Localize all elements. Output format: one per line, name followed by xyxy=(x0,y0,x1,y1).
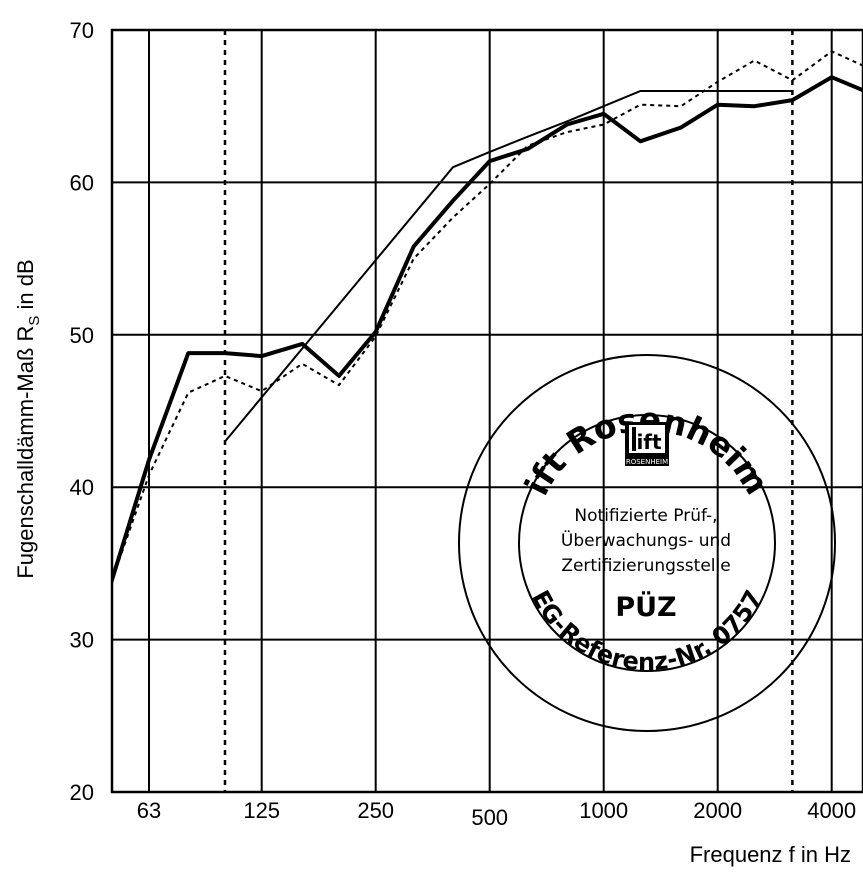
stamp-outer-ring xyxy=(458,354,836,732)
certification-stamp: ift Rosenheim EG-Referenz-Nr. 0757 ift R… xyxy=(458,354,836,732)
y-axis-label-main: Fugenschalldämm-Maß R xyxy=(13,326,38,579)
x-tick-label: 500 xyxy=(471,805,508,830)
y-axis-ticks: 20 30 40 50 60 70 xyxy=(70,18,94,805)
stamp-line-3: Zertifizierungsstelle xyxy=(561,556,730,576)
grid-lines xyxy=(112,30,863,792)
y-tick-label: 50 xyxy=(70,323,94,348)
ift-logo-subtext: ROSENHEIM xyxy=(626,458,668,466)
ift-logo: ift ROSENHEIM xyxy=(625,422,669,466)
x-tick-label: 63 xyxy=(137,798,161,823)
x-tick-label: 1000 xyxy=(579,798,628,823)
series-line-thin xyxy=(224,90,793,443)
series-line-bold xyxy=(112,75,863,584)
y-tick-label: 40 xyxy=(70,475,94,500)
y-tick-label: 30 xyxy=(70,628,94,653)
x-tick-label: 2000 xyxy=(693,798,742,823)
data-series xyxy=(112,50,863,584)
x-tick-label: 125 xyxy=(243,798,280,823)
x-axis-label: Frequenz f in Hz xyxy=(690,842,851,867)
x-axis-ticks: 63 125 250 500 1000 2000 4000 xyxy=(137,798,856,830)
stamp-line-1: Notifizierte Prüf-, xyxy=(574,506,717,526)
plot-frame xyxy=(110,28,863,794)
y-tick-label: 60 xyxy=(70,170,94,195)
stamp-line-2: Überwachungs- und xyxy=(561,529,731,551)
y-axis-label: Fugenschalldämm-Maß RS in dB xyxy=(13,259,43,578)
x-tick-label: 4000 xyxy=(807,798,856,823)
ift-logo-text: ift xyxy=(636,430,662,454)
y-axis-label-subscript: S xyxy=(26,316,43,326)
y-axis-label-unit: in dB xyxy=(13,259,38,315)
x-tick-label: 250 xyxy=(357,798,394,823)
y-tick-label: 70 xyxy=(70,18,94,43)
stamp-puz: PÜZ xyxy=(615,590,676,623)
stamp-inner-ring xyxy=(518,414,776,672)
series-line-dotted xyxy=(112,50,863,584)
y-tick-label: 20 xyxy=(70,780,94,805)
